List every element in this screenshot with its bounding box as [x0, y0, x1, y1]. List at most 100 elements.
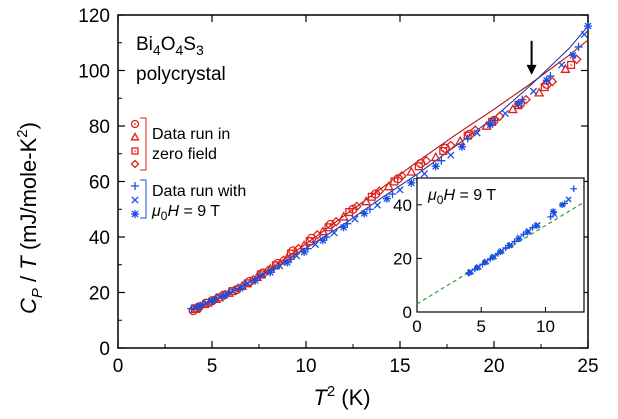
data-point	[518, 95, 527, 104]
data-point	[458, 142, 467, 151]
data-point	[360, 209, 369, 218]
y-tick-label: 40	[89, 228, 110, 249]
data-point	[521, 94, 531, 105]
data-point	[568, 51, 577, 60]
inset-x-tick-label: 0	[412, 317, 421, 336]
data-point	[490, 116, 498, 125]
inset-data-point	[533, 222, 540, 229]
data-point	[365, 205, 374, 214]
data-point	[383, 181, 394, 191]
data-point	[229, 287, 237, 295]
data-point	[343, 219, 352, 228]
inset-data-point	[489, 254, 496, 261]
data-point	[259, 271, 267, 279]
inset-data-point	[524, 228, 531, 236]
data-point	[463, 134, 472, 143]
legend-diamond-marker	[130, 159, 140, 169]
legend: Data run in zero field Data run with μ0H…	[130, 117, 246, 223]
series-asterisk	[194, 22, 592, 311]
data-point	[514, 99, 523, 108]
data-point	[351, 215, 359, 223]
inset-data-point	[547, 213, 554, 221]
data-point	[221, 291, 230, 300]
legend-plus-marker	[131, 182, 139, 190]
y-tick-label: 20	[89, 284, 110, 305]
legend-field-line2: μ0H = 9 T	[151, 203, 220, 223]
inset-data-point	[506, 242, 513, 249]
data-point	[390, 177, 399, 186]
data-point	[312, 229, 323, 240]
legend-bracket-zero	[140, 117, 147, 171]
inset-y-tick-label: 20	[393, 249, 412, 268]
data-point	[278, 255, 289, 266]
data-point	[494, 111, 505, 122]
data-point	[571, 54, 582, 65]
y-tick-label: 0	[99, 339, 110, 360]
data-point	[420, 170, 429, 178]
x-axis-label: T2 (K)	[313, 383, 370, 410]
data-point	[396, 171, 407, 181]
inset-data-points	[465, 185, 577, 277]
x-tick-label: 15	[389, 356, 410, 377]
main-data-points	[187, 22, 592, 316]
data-point	[584, 22, 592, 31]
legend-zero-line1: Data run in	[152, 126, 230, 143]
inset-frame	[416, 177, 585, 313]
data-point	[396, 186, 404, 194]
x-tick-label: 20	[483, 356, 504, 377]
legend-triangle-marker	[130, 132, 140, 141]
data-point	[255, 273, 263, 282]
data-point	[322, 233, 331, 241]
data-point	[303, 244, 312, 253]
inset-y-tick-label: 40	[393, 196, 412, 215]
x-tick-label: 0	[113, 356, 124, 377]
inset-data-point	[570, 185, 577, 192]
data-point	[501, 109, 509, 118]
data-point	[473, 129, 481, 137]
y-axis-label: CP / T (mJ/mole-K2)	[14, 122, 46, 314]
data-point	[421, 155, 432, 166]
data-point	[367, 192, 376, 201]
legend-circle-marker	[130, 119, 140, 129]
y-tick-label: 80	[89, 117, 110, 138]
down-arrow-icon	[526, 40, 537, 75]
data-point	[540, 83, 549, 92]
inset-series-asterisk	[466, 201, 566, 276]
data-point	[305, 237, 314, 246]
data-point	[361, 196, 372, 206]
legend-field-markers	[131, 182, 139, 218]
legend-square-marker	[131, 147, 139, 155]
data-point	[276, 262, 284, 270]
data-point	[374, 186, 385, 197]
legend-zero-line2: zero field	[152, 146, 217, 163]
data-point	[430, 152, 441, 162]
data-point	[382, 194, 391, 203]
data-point	[574, 42, 583, 51]
x-tick-label: 5	[207, 356, 218, 377]
data-point	[373, 201, 382, 209]
series-x	[191, 30, 588, 312]
legend-asterisk-marker	[131, 210, 139, 218]
data-point	[542, 76, 551, 85]
inset-chart: 0 5 10 0 20 40 μ0H = 9 T	[393, 177, 585, 336]
legend-bracket-field	[140, 179, 147, 219]
inset-data-point	[549, 208, 557, 215]
data-point	[486, 120, 495, 129]
data-point	[534, 87, 545, 97]
inset-data-point	[558, 201, 566, 208]
data-point	[414, 162, 423, 171]
inset-data-point	[565, 196, 572, 203]
x-tick-label: 25	[577, 356, 598, 377]
sample-formula: Bi4O4S3	[136, 34, 204, 58]
x-tick-label: 10	[295, 356, 316, 377]
inset-data-point	[511, 238, 518, 245]
sample-description: polycrystal	[136, 64, 226, 85]
inset-x-tick-label: 10	[536, 317, 555, 336]
data-point	[406, 166, 417, 176]
data-point	[345, 207, 354, 217]
data-point	[567, 60, 576, 69]
data-point	[283, 258, 292, 267]
data-point	[251, 276, 260, 285]
data-point	[194, 302, 203, 311]
